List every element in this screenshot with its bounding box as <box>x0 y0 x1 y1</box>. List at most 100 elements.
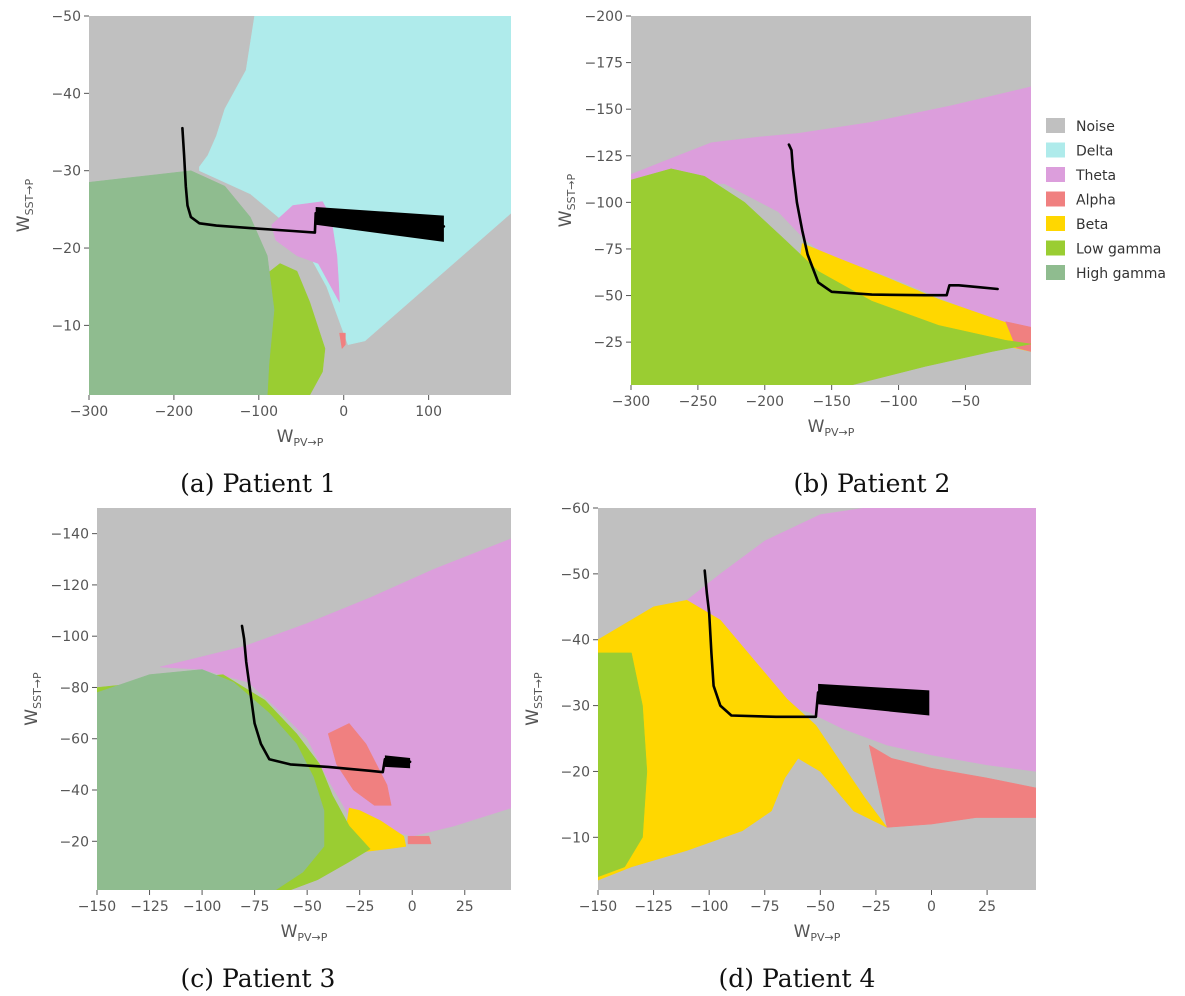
legend-label: High gamma <box>1076 266 1166 282</box>
trajectory-oscillation-band <box>315 207 444 242</box>
legend-swatch-low-gamma <box>1046 240 1065 256</box>
x-axis-label: WPV→P <box>277 427 324 449</box>
region-high-gamma <box>97 669 325 890</box>
x-tick-label: −125 <box>130 899 168 915</box>
x-axis-label-subscript: PV→P <box>293 436 323 449</box>
region-low-gamma <box>631 168 1031 385</box>
x-axis-label-main: W <box>277 427 294 447</box>
chart-panel-2: −300 −250 −200 −150 −100 −50 −200 −175 −150 −125 −… <box>556 9 1031 498</box>
y-tick-label: −150 <box>585 102 623 118</box>
legend-label: Delta <box>1076 144 1113 160</box>
x-tick-label: 0 <box>927 899 936 915</box>
x-tick-label: −300 <box>612 394 650 410</box>
y-tick-label: −175 <box>585 56 623 72</box>
legend-label: Beta <box>1076 217 1108 233</box>
y-axis-label: WSST→P <box>22 672 44 726</box>
legend-label: Low gamma <box>1076 242 1161 258</box>
panel-caption: (d) Patient 4 <box>719 964 876 993</box>
x-tick-label: −200 <box>155 404 193 420</box>
y-tick-label: −120 <box>51 578 89 594</box>
x-axis-label-main: W <box>808 417 825 437</box>
legend-label: Theta <box>1075 168 1116 184</box>
legend-swatch-high-gamma <box>1046 265 1065 280</box>
legend-swatch-alpha <box>1046 191 1065 207</box>
legend-swatch-theta <box>1046 167 1065 182</box>
y-axis-label-main: W <box>556 210 576 227</box>
region-alpha <box>868 744 1036 828</box>
plot-area <box>598 508 1036 890</box>
y-tick-label: −10 <box>51 318 81 334</box>
region-theta <box>271 201 340 303</box>
x-tick-label: 25 <box>456 899 474 915</box>
y-tick-label: −200 <box>585 9 623 25</box>
legend-label: Alpha <box>1076 193 1116 209</box>
panel-caption: (a) Patient 1 <box>180 469 336 498</box>
y-tick-label: −30 <box>51 164 81 180</box>
x-tick-label: −300 <box>70 404 108 420</box>
x-axis-label: WPV→P <box>808 417 855 439</box>
region-beta <box>598 599 888 881</box>
y-tick-label: −30 <box>560 699 590 715</box>
region-alpha <box>407 835 432 845</box>
y-tick-label: −20 <box>51 241 81 257</box>
y-tick-label: −40 <box>59 783 89 799</box>
trajectory-line <box>240 624 412 774</box>
x-tick-label: −100 <box>240 404 278 420</box>
y-tick-label: −100 <box>585 195 623 211</box>
chart-panel-3: −150 −125 −100 −75 −50 −25 0 25 −140 −120 −100 −80 −… <box>22 508 511 993</box>
y-axis-label-main: W <box>523 709 543 726</box>
x-tick-label: −150 <box>78 899 116 915</box>
y-tick-label: −50 <box>560 567 590 583</box>
x-tick-label: −100 <box>879 394 917 410</box>
y-tick-label: −20 <box>560 764 590 780</box>
plot-area <box>89 16 511 395</box>
legend-swatch-beta <box>1046 216 1065 231</box>
x-tick-label: −50 <box>951 394 981 410</box>
y-axis-label-main: W <box>22 709 42 726</box>
y-axis-label-subscript: SST→P <box>532 672 545 709</box>
panel-caption: (c) Patient 3 <box>181 964 336 993</box>
x-tick-label: −50 <box>292 899 322 915</box>
y-axis-label: WSST→P <box>556 173 578 227</box>
x-axis-label-main: W <box>281 922 298 942</box>
x-tick-label: −25 <box>345 899 375 915</box>
x-axis-label: WPV→P <box>794 922 841 944</box>
x-tick-label: 100 <box>415 404 442 420</box>
y-axis-label-subscript: SST→P <box>23 178 36 215</box>
y-tick-label: −40 <box>560 633 590 649</box>
y-tick-label: −40 <box>51 86 81 102</box>
region-delta <box>199 16 511 345</box>
legend-label: Noise <box>1076 119 1115 135</box>
y-tick-label: −50 <box>593 289 623 305</box>
chart-panel-1: −300 −200 −100 0 100−50−40−30−20−10WPV→PWSST… <box>14 9 511 498</box>
x-tick-label: 0 <box>408 899 417 915</box>
y-axis-label: WSST→P <box>14 178 36 232</box>
x-axis-label-subscript: PV→P <box>824 426 854 439</box>
x-tick-label: −250 <box>679 394 717 410</box>
y-axis-label: WSST→P <box>523 672 545 726</box>
region-theta <box>159 538 511 837</box>
x-tick-label: 0 <box>339 404 348 420</box>
x-axis-label-main: W <box>794 922 811 942</box>
y-tick-label: −20 <box>59 834 89 850</box>
panel-caption: (b) Patient 2 <box>794 469 951 498</box>
x-tick-label: −150 <box>579 899 617 915</box>
x-tick-label: 25 <box>978 899 996 915</box>
y-axis-label-subscript: SST→P <box>565 173 578 210</box>
y-axis-label-subscript: SST→P <box>31 672 44 709</box>
trajectory-line <box>787 143 999 297</box>
y-tick-label: −100 <box>51 629 89 645</box>
x-axis-label-subscript: PV→P <box>810 931 840 944</box>
x-axis-label: WPV→P <box>281 922 328 944</box>
plot-area <box>97 508 511 890</box>
legend: Noise Delta Theta Alpha Beta Low gamma High ga… <box>1046 118 1166 282</box>
x-tick-label: −25 <box>861 899 891 915</box>
y-tick-label: −80 <box>59 680 89 696</box>
chart-panel-4: −150 −125 −100 −75 −50 −25 0 25 −60 −50 −40 −30 −20 −… <box>523 501 1036 993</box>
y-tick-label: −140 <box>51 527 89 543</box>
x-tick-label: −100 <box>183 899 221 915</box>
x-tick-label: −125 <box>634 899 672 915</box>
y-tick-label: −125 <box>585 149 623 165</box>
trajectory-line <box>181 126 446 234</box>
y-tick-label: −60 <box>59 732 89 748</box>
